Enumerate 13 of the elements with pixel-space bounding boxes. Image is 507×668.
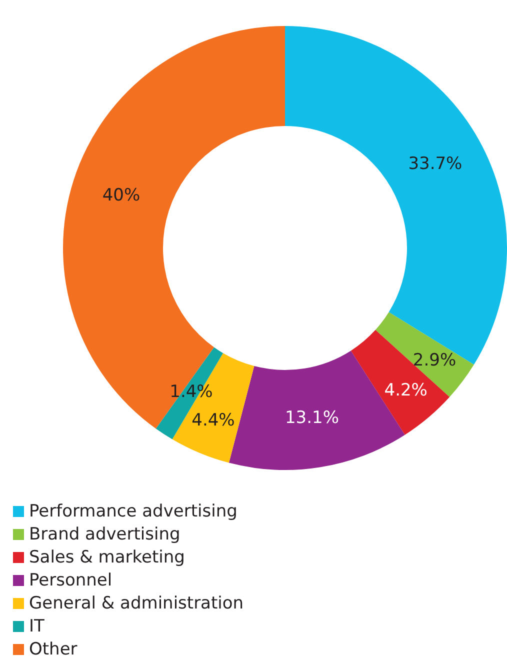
data-label: 4.2% <box>384 380 428 401</box>
legend-label: Other <box>29 640 78 660</box>
data-label: 2.9% <box>412 350 456 370</box>
legend-label: Personnel <box>29 570 112 590</box>
data-label: 13.1% <box>284 408 339 428</box>
legend-label: Performance advertising <box>29 502 238 522</box>
data-label: 33.7% <box>408 154 462 174</box>
data-label: 40% <box>102 185 140 206</box>
legend-label: IT <box>29 616 46 636</box>
legend-label: Sales & marketing <box>29 548 185 568</box>
legend-label: General & administration <box>29 594 244 614</box>
data-label: 4.4% <box>192 410 235 431</box>
legend-label: Brand advertising <box>29 524 180 544</box>
